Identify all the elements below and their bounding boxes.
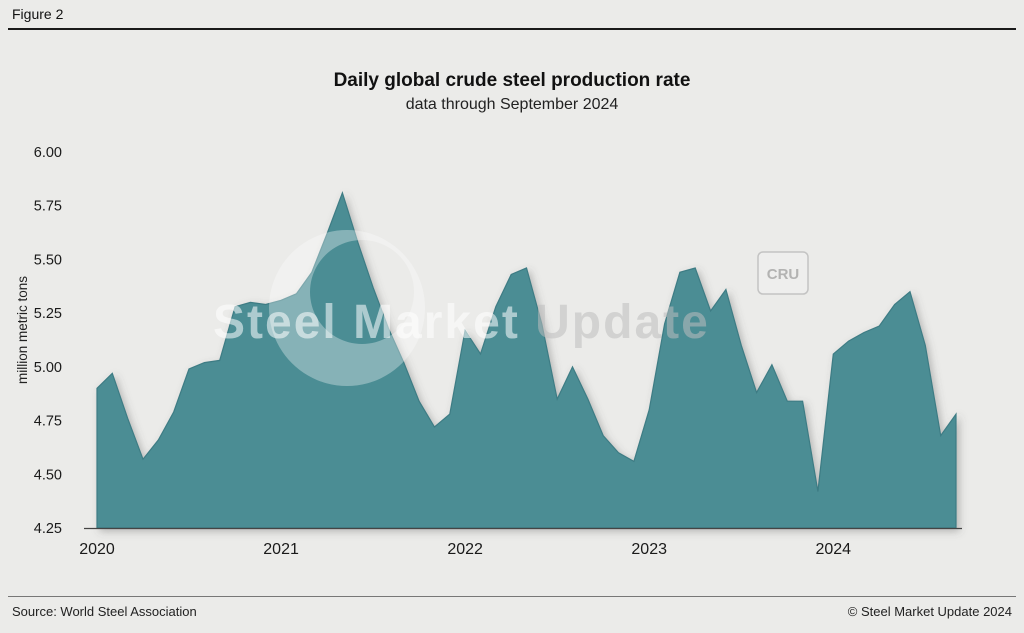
x-tick-label: 2020 <box>79 541 115 558</box>
x-tick-label: 2022 <box>447 541 483 558</box>
y-tick-label: 5.75 <box>34 199 62 215</box>
y-tick-label: 6.00 <box>34 145 62 161</box>
y-tick-label: 5.00 <box>34 360 62 376</box>
footer-source: Source: World Steel Association <box>12 604 197 619</box>
footer-copyright: © Steel Market Update 2024 <box>847 604 1012 619</box>
y-tick-label: 4.50 <box>34 467 62 483</box>
watermark-logo-icon <box>269 230 426 386</box>
cru-badge-text: CRU <box>767 266 800 283</box>
footer-divider <box>8 596 1016 597</box>
y-tick-label: 5.50 <box>34 252 62 268</box>
y-tick-label: 4.25 <box>34 521 62 537</box>
chart-title: Daily global crude steel production rate <box>333 70 691 91</box>
header-divider <box>8 28 1016 30</box>
y-tick-label: 4.75 <box>34 414 62 430</box>
figure-label: Figure 2 <box>12 6 64 22</box>
x-tick-label: 2024 <box>815 541 851 558</box>
x-tick-label: 2023 <box>631 541 667 558</box>
x-tick-label: 2021 <box>263 541 299 558</box>
chart-subtitle: data through September 2024 <box>405 96 619 113</box>
production-area-series <box>96 190 957 529</box>
watermark-text: Steel Market Update <box>213 296 710 349</box>
y-tick-label: 5.25 <box>34 306 62 322</box>
cru-badge-box <box>757 251 809 295</box>
